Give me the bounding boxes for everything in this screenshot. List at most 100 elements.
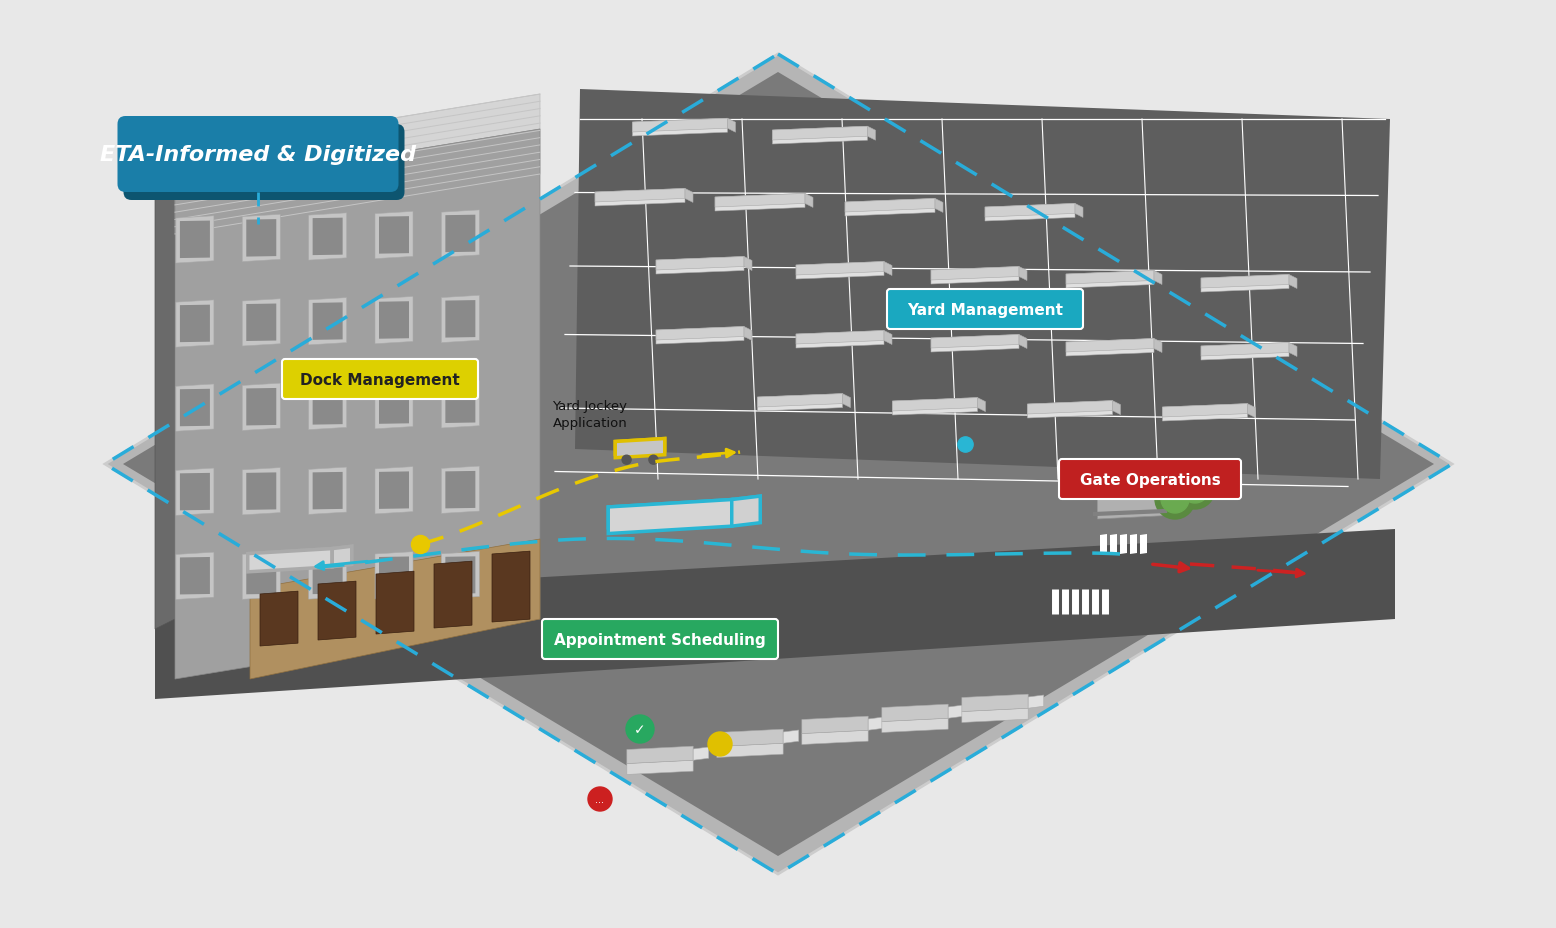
Polygon shape bbox=[317, 582, 356, 640]
Polygon shape bbox=[174, 95, 540, 190]
Polygon shape bbox=[1027, 401, 1113, 419]
Circle shape bbox=[1181, 475, 1209, 504]
Polygon shape bbox=[1109, 535, 1117, 554]
Polygon shape bbox=[930, 335, 1019, 353]
Polygon shape bbox=[442, 381, 479, 429]
Polygon shape bbox=[977, 398, 985, 412]
Polygon shape bbox=[1027, 401, 1113, 415]
Polygon shape bbox=[123, 73, 1435, 856]
Polygon shape bbox=[243, 384, 280, 431]
Polygon shape bbox=[377, 572, 414, 635]
Polygon shape bbox=[845, 200, 935, 213]
Polygon shape bbox=[1248, 405, 1256, 419]
Polygon shape bbox=[246, 304, 277, 342]
FancyBboxPatch shape bbox=[541, 619, 778, 659]
Polygon shape bbox=[380, 557, 409, 594]
Polygon shape bbox=[783, 730, 798, 743]
Polygon shape bbox=[744, 328, 752, 342]
Polygon shape bbox=[1288, 276, 1298, 290]
Polygon shape bbox=[772, 127, 868, 141]
Text: Gate Operations: Gate Operations bbox=[1080, 472, 1220, 487]
Polygon shape bbox=[962, 694, 1029, 712]
Polygon shape bbox=[717, 743, 783, 757]
Polygon shape bbox=[375, 297, 412, 344]
Polygon shape bbox=[492, 551, 531, 623]
Polygon shape bbox=[442, 467, 479, 514]
Polygon shape bbox=[1029, 695, 1044, 708]
Polygon shape bbox=[156, 155, 174, 629]
Polygon shape bbox=[313, 472, 342, 509]
Polygon shape bbox=[176, 469, 213, 516]
Polygon shape bbox=[445, 215, 476, 253]
Polygon shape bbox=[1066, 339, 1155, 356]
Polygon shape bbox=[893, 398, 977, 416]
Polygon shape bbox=[1075, 204, 1083, 218]
Polygon shape bbox=[442, 211, 479, 258]
Polygon shape bbox=[868, 127, 876, 141]
Text: Yard Management: Yard Management bbox=[907, 303, 1063, 317]
Polygon shape bbox=[1113, 401, 1120, 415]
Polygon shape bbox=[176, 216, 213, 264]
Polygon shape bbox=[1201, 276, 1288, 292]
FancyBboxPatch shape bbox=[123, 125, 405, 200]
Polygon shape bbox=[174, 130, 540, 679]
Polygon shape bbox=[434, 561, 471, 628]
Polygon shape bbox=[930, 335, 1019, 349]
Circle shape bbox=[708, 732, 731, 756]
Polygon shape bbox=[731, 496, 761, 526]
Polygon shape bbox=[380, 387, 409, 424]
Polygon shape bbox=[333, 547, 352, 567]
Polygon shape bbox=[445, 386, 476, 423]
Polygon shape bbox=[728, 119, 736, 133]
Polygon shape bbox=[180, 473, 210, 510]
Polygon shape bbox=[804, 194, 812, 208]
Polygon shape bbox=[246, 389, 277, 426]
Polygon shape bbox=[442, 552, 479, 599]
Polygon shape bbox=[797, 331, 884, 349]
Polygon shape bbox=[1141, 535, 1147, 554]
Polygon shape bbox=[657, 328, 744, 344]
Polygon shape bbox=[1201, 343, 1288, 356]
Polygon shape bbox=[758, 394, 842, 407]
Polygon shape bbox=[380, 302, 409, 340]
Polygon shape bbox=[801, 716, 868, 734]
Polygon shape bbox=[313, 303, 342, 341]
Circle shape bbox=[1155, 480, 1195, 520]
Polygon shape bbox=[884, 331, 892, 345]
Polygon shape bbox=[247, 549, 333, 568]
Polygon shape bbox=[246, 473, 277, 510]
Polygon shape bbox=[180, 558, 210, 595]
Polygon shape bbox=[333, 547, 352, 563]
Polygon shape bbox=[176, 384, 213, 432]
Polygon shape bbox=[1162, 405, 1248, 421]
Polygon shape bbox=[1100, 535, 1106, 554]
Polygon shape bbox=[1155, 271, 1162, 285]
Polygon shape bbox=[176, 301, 213, 348]
Polygon shape bbox=[882, 704, 948, 722]
Polygon shape bbox=[627, 760, 692, 775]
Polygon shape bbox=[797, 331, 884, 344]
Circle shape bbox=[1175, 470, 1215, 509]
Polygon shape bbox=[251, 539, 540, 679]
Polygon shape bbox=[845, 200, 935, 217]
Polygon shape bbox=[1130, 535, 1137, 554]
Polygon shape bbox=[758, 394, 842, 411]
Polygon shape bbox=[1097, 461, 1162, 520]
Text: ETA-Informed & Digitized: ETA-Informed & Digitized bbox=[100, 145, 415, 165]
Polygon shape bbox=[717, 729, 783, 747]
Polygon shape bbox=[246, 220, 277, 257]
Polygon shape bbox=[797, 263, 884, 279]
Polygon shape bbox=[948, 705, 963, 718]
Circle shape bbox=[1161, 485, 1189, 513]
Polygon shape bbox=[935, 200, 943, 213]
Polygon shape bbox=[247, 549, 333, 573]
Polygon shape bbox=[893, 398, 977, 411]
Polygon shape bbox=[156, 530, 1396, 699]
Polygon shape bbox=[308, 383, 347, 431]
Polygon shape bbox=[176, 552, 213, 599]
Polygon shape bbox=[608, 500, 731, 534]
FancyBboxPatch shape bbox=[1060, 459, 1242, 499]
Polygon shape bbox=[772, 127, 868, 145]
Polygon shape bbox=[375, 382, 412, 430]
Text: ...: ... bbox=[596, 794, 604, 805]
